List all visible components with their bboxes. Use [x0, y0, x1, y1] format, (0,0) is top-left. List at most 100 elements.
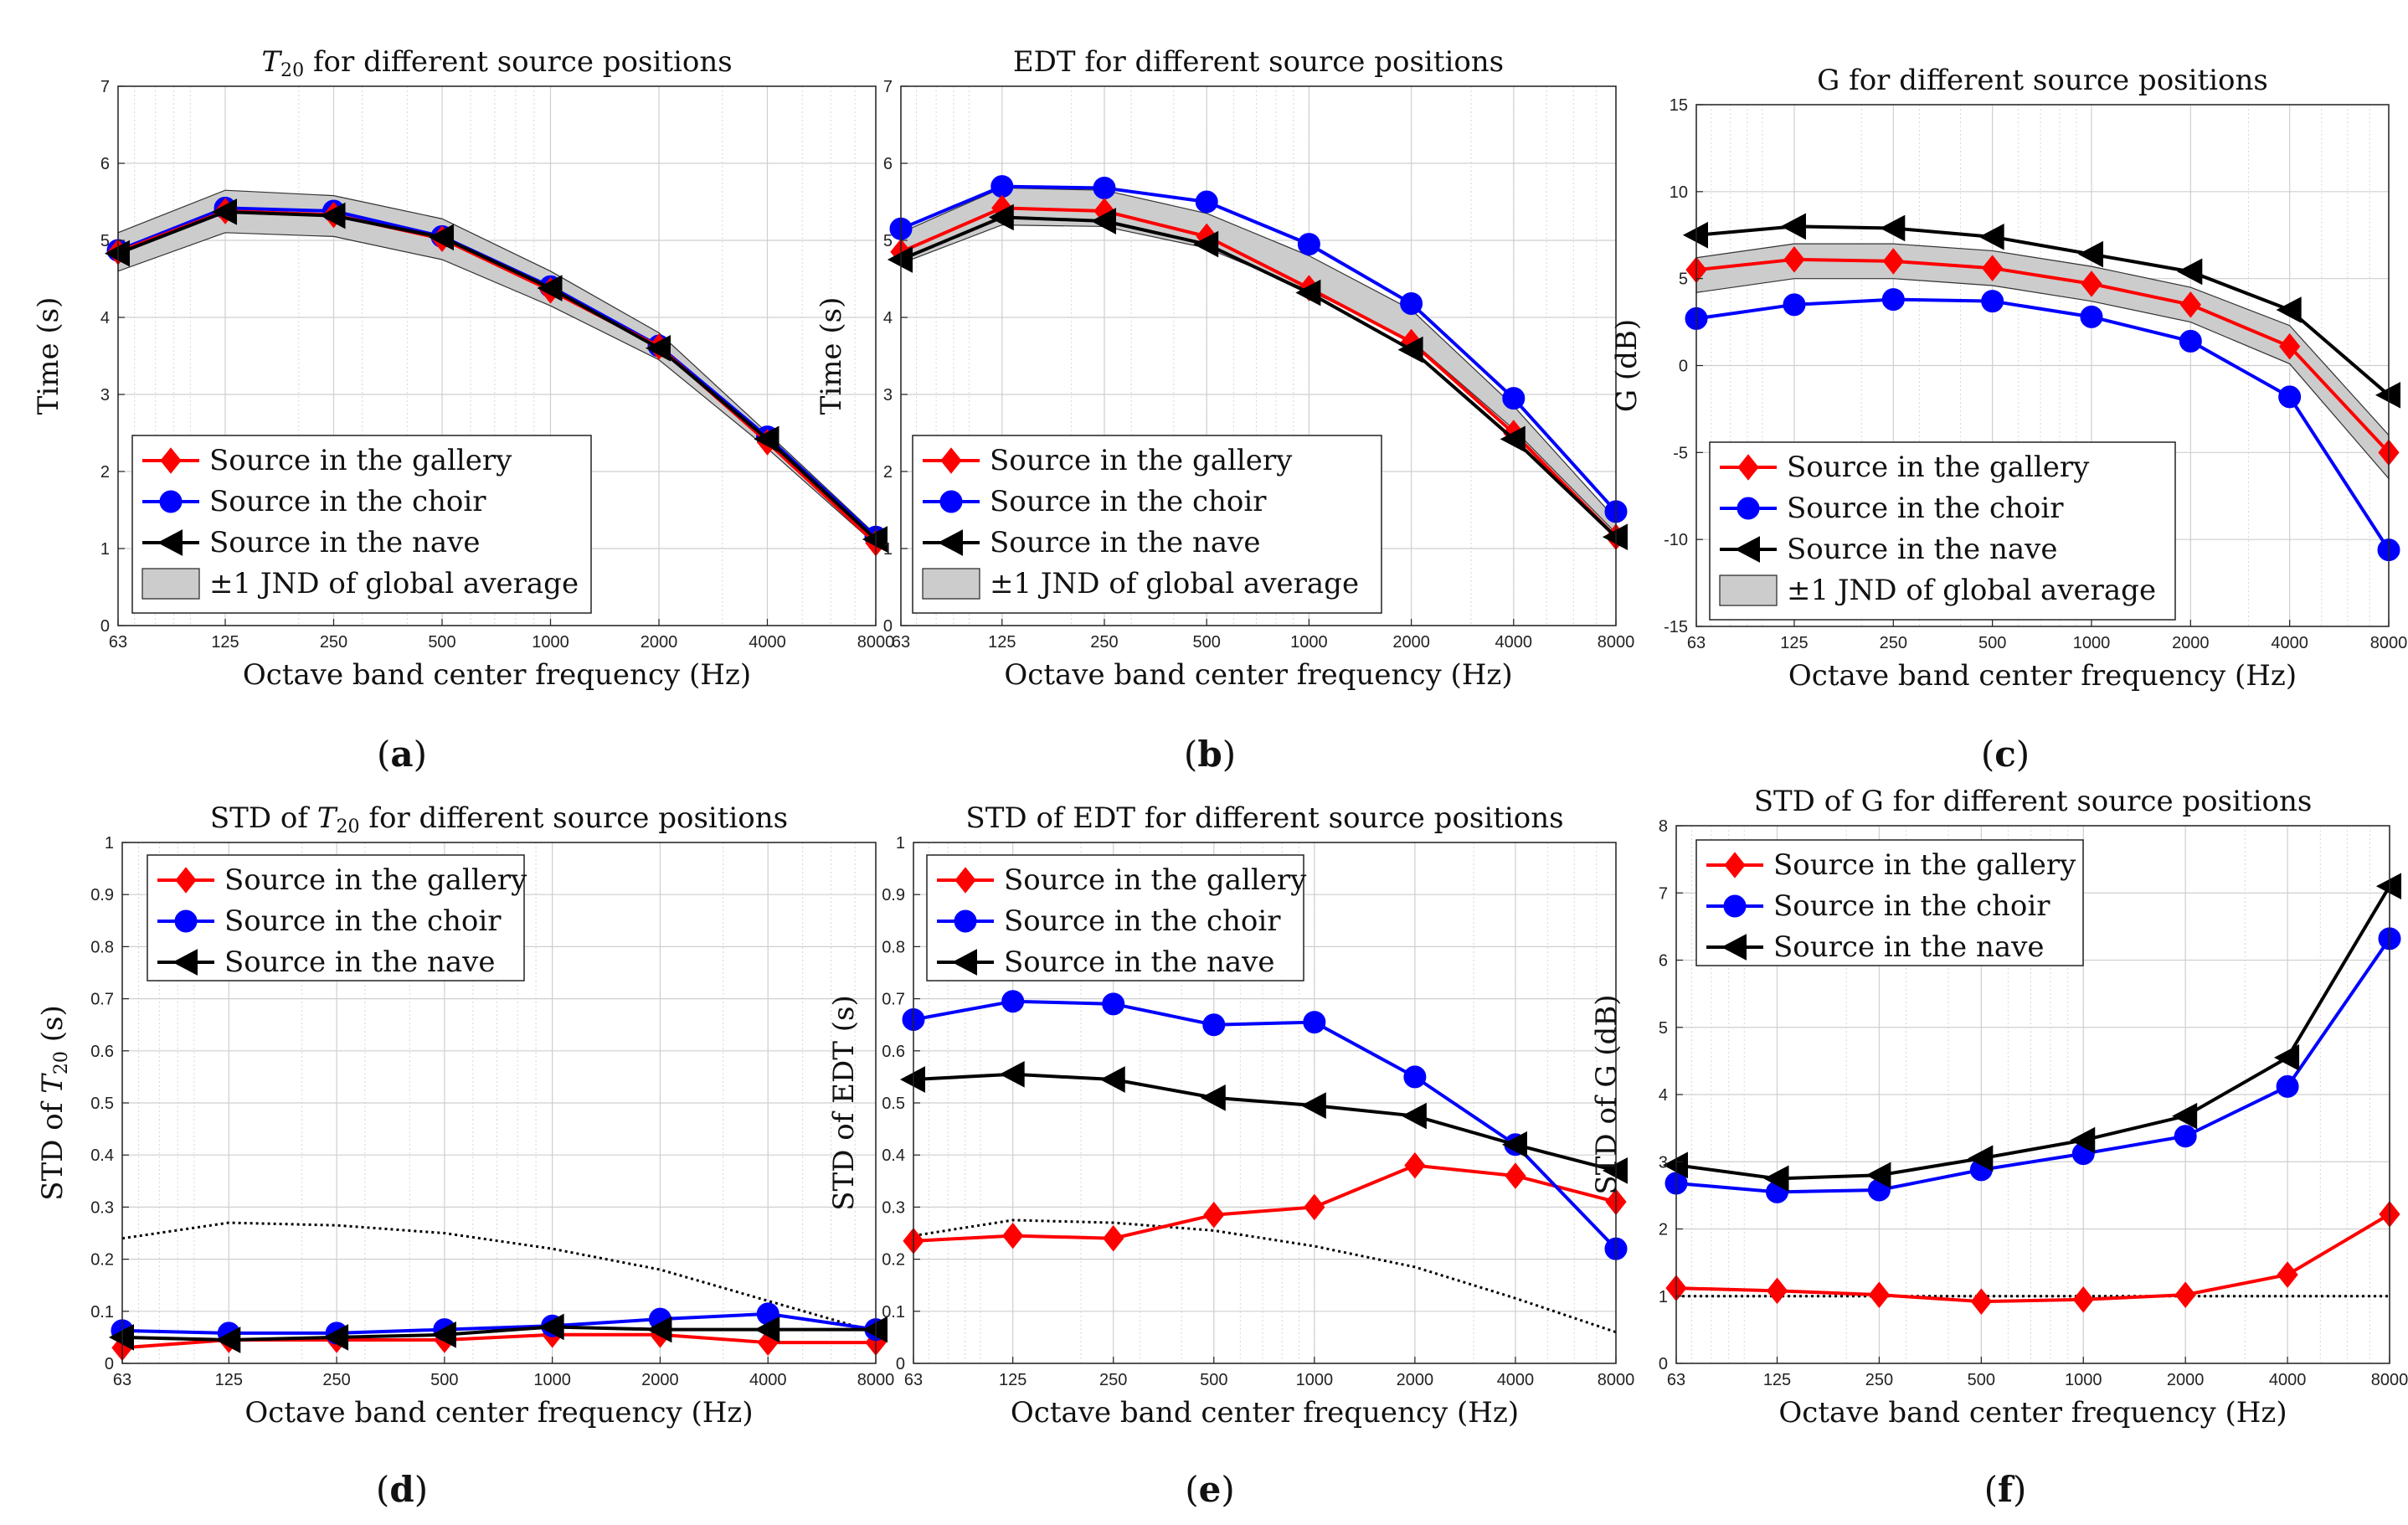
x-tick-label: 1000 — [1296, 1371, 1334, 1389]
y-tick-label: 0.5 — [90, 1095, 114, 1113]
data-point — [1297, 233, 1320, 256]
legend-label: Source in the nave — [224, 945, 495, 979]
data-point — [1103, 1224, 1124, 1252]
series-line — [1695, 297, 2390, 551]
series-triangle-left — [1662, 873, 2401, 1193]
data-point — [430, 1321, 456, 1348]
series-line — [1675, 885, 2391, 1181]
series-line — [913, 1163, 1617, 1243]
legend-label: Source in the gallery — [990, 444, 1293, 477]
y-tick-label: 0 — [896, 1355, 905, 1373]
legend-label: Source in the choir — [209, 485, 486, 518]
y-tick-label: 6 — [883, 155, 893, 173]
x-tick-label: 250 — [1865, 1371, 1893, 1389]
data-point — [2278, 385, 2302, 409]
data-point — [999, 1060, 1025, 1088]
x-axis-label: Octave band center frequency (Hz) — [1788, 659, 2297, 693]
data-point — [2172, 1102, 2198, 1130]
y-tick-label: -5 — [1673, 444, 1688, 462]
x-tick-label: 2000 — [641, 633, 678, 652]
y-tick-label: 2 — [883, 463, 893, 482]
chart-f: 63 125 250 500 1000 2000 4000 8000 0 1 2 3 4 5 6 7 8 STD … — [1590, 785, 2408, 1510]
y-tick-label: 2 — [100, 463, 110, 482]
chart-title: STD of G for different source positions — [1754, 785, 2313, 818]
legend-band-swatch — [922, 568, 980, 600]
data-point — [2179, 329, 2202, 353]
legend-marker — [175, 867, 197, 894]
data-point — [1780, 213, 1806, 240]
x-tick-label: 125 — [1780, 634, 1808, 652]
data-point — [1403, 1065, 1427, 1089]
data-point — [1202, 1013, 1226, 1037]
data-point — [2072, 1285, 2094, 1313]
series-triangle-left — [1682, 213, 2400, 409]
chart-title: STD of T20 for different source position… — [210, 801, 788, 837]
series-line — [121, 1325, 876, 1342]
y-tick-label: 0.2 — [882, 1251, 905, 1270]
legend-label: Source in the choir — [1773, 889, 2050, 923]
y-axis-label: Time (s) — [32, 297, 65, 415]
data-point — [1195, 190, 1218, 214]
data-point — [2080, 305, 2103, 328]
data-point — [1400, 291, 1423, 315]
x-tick-label: 250 — [1090, 633, 1118, 652]
x-tick-label: 500 — [1193, 633, 1221, 652]
data-point — [1968, 1145, 1994, 1172]
data-point — [215, 1327, 241, 1353]
data-point — [988, 204, 1014, 231]
y-tick-label: 4 — [883, 309, 893, 327]
legend-marker — [954, 909, 977, 933]
data-point — [1882, 248, 1904, 275]
y-axis-label: Time (s) — [815, 297, 848, 415]
y-tick-label: 0.8 — [90, 938, 114, 956]
chart-title: G for different source positions — [1817, 64, 2268, 97]
y-tick-label: 5 — [883, 232, 893, 250]
data-point — [428, 224, 455, 251]
data-point — [2070, 1126, 2096, 1154]
x-tick-label: 250 — [320, 633, 347, 652]
y-tick-label: 0.4 — [90, 1146, 114, 1165]
legend-marker — [1724, 852, 1746, 878]
legend-marker — [1734, 536, 1760, 563]
y-tick-label: 0.9 — [882, 886, 905, 904]
y-tick-label: 0.1 — [882, 1303, 905, 1321]
y-axis-label: STD of G (dB) — [1590, 994, 1623, 1194]
x-tick-label: 1000 — [533, 1371, 571, 1389]
x-axis-label: Octave band center frequency (Hz) — [1011, 1396, 1519, 1430]
legend-band-swatch — [141, 568, 200, 600]
y-tick-label: 6 — [100, 155, 110, 173]
legend-label: Source in the nave — [1787, 533, 2057, 566]
x-tick-label: 125 — [1763, 1371, 1791, 1389]
data-point — [1981, 290, 2004, 313]
y-tick-label: 3 — [883, 386, 893, 404]
chart-title: EDT for different source positions — [1013, 45, 1504, 79]
legend-label: Source in the nave — [209, 526, 480, 559]
data-point — [1783, 246, 1805, 273]
chart-d: 63 125 250 500 1000 2000 4000 8000 0 0.1 0.2 0.3 0.4… — [36, 801, 894, 1510]
x-tick-label: 500 — [1978, 634, 2006, 652]
x-tick-label: 500 — [428, 633, 455, 652]
series-triangle-left — [108, 1313, 888, 1353]
legend-marker — [160, 447, 182, 474]
data-point — [2081, 270, 2102, 297]
x-tick-label: 1000 — [2065, 1371, 2102, 1389]
x-tick-label: 1000 — [532, 633, 569, 652]
y-tick-label: 5 — [1659, 1019, 1668, 1038]
data-point — [2274, 1044, 2300, 1071]
y-tick-label: 0.3 — [90, 1198, 114, 1217]
x-axis-label: Octave band center frequency (Hz) — [244, 1396, 753, 1430]
chart-e: 63 125 250 500 1000 2000 4000 800000.10.20.30.4… — [827, 801, 1634, 1510]
data-point — [320, 202, 346, 229]
x-tick-label: 2000 — [1397, 1371, 1434, 1389]
data-point — [1880, 214, 1906, 242]
x-tick-label: 4000 — [1497, 1371, 1535, 1389]
data-point — [754, 1316, 780, 1343]
panel-caption: (b) — [1184, 734, 1236, 775]
data-point — [2276, 1074, 2299, 1098]
y-tick-label: 5 — [100, 232, 110, 250]
y-tick-label: 1 — [883, 540, 893, 559]
y-tick-label: 15 — [1670, 96, 1688, 115]
x-tick-label: 4000 — [1495, 633, 1533, 652]
y-tick-label: 4 — [100, 309, 110, 327]
data-point — [1501, 1131, 1527, 1158]
